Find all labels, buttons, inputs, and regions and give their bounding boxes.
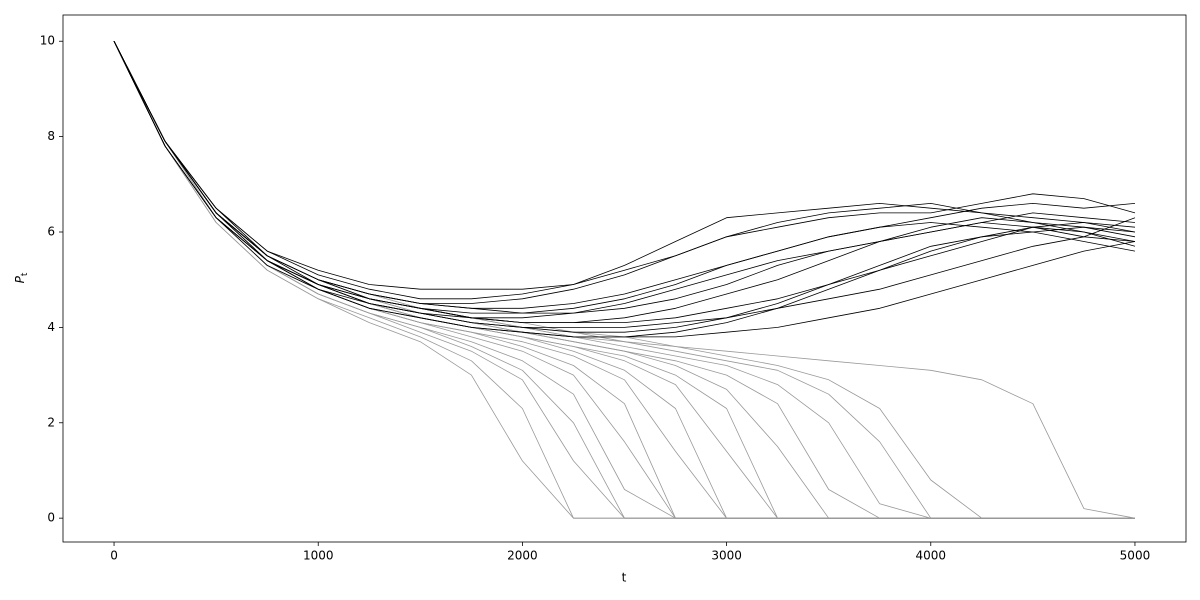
series-line <box>113 41 1136 328</box>
y-axis-label-sub: t <box>20 272 30 276</box>
x-tick-label: 5000 <box>1120 549 1151 563</box>
x-tick-label: 0 <box>110 549 118 563</box>
series-line <box>113 41 1136 314</box>
series-line <box>113 41 1136 324</box>
y-axis-label-main: P <box>13 275 27 283</box>
y-axis-label: Pt <box>13 272 30 283</box>
series-line <box>113 41 1136 319</box>
x-tick-label: 2000 <box>507 549 538 563</box>
series-line <box>113 41 1136 304</box>
series-line <box>113 41 1136 333</box>
y-tick-label: 0 <box>47 511 55 525</box>
series-line <box>113 41 1136 309</box>
series-line <box>113 41 1136 338</box>
x-tick-label: 3000 <box>711 549 742 563</box>
series-line <box>113 41 1136 324</box>
y-tick-label: 8 <box>47 129 55 143</box>
series-line <box>113 41 1136 314</box>
plot-frame <box>62 14 1187 543</box>
x-tick-label: 4000 <box>915 549 946 563</box>
x-axis-label: t <box>622 571 627 585</box>
y-tick-label: 2 <box>47 415 55 429</box>
y-tick-label: 4 <box>47 320 55 334</box>
y-tick-label: 6 <box>47 225 55 239</box>
x-tick-label: 1000 <box>303 549 334 563</box>
y-tick-label: 10 <box>40 34 55 48</box>
series-line <box>113 41 1136 290</box>
series-line <box>113 41 1136 338</box>
